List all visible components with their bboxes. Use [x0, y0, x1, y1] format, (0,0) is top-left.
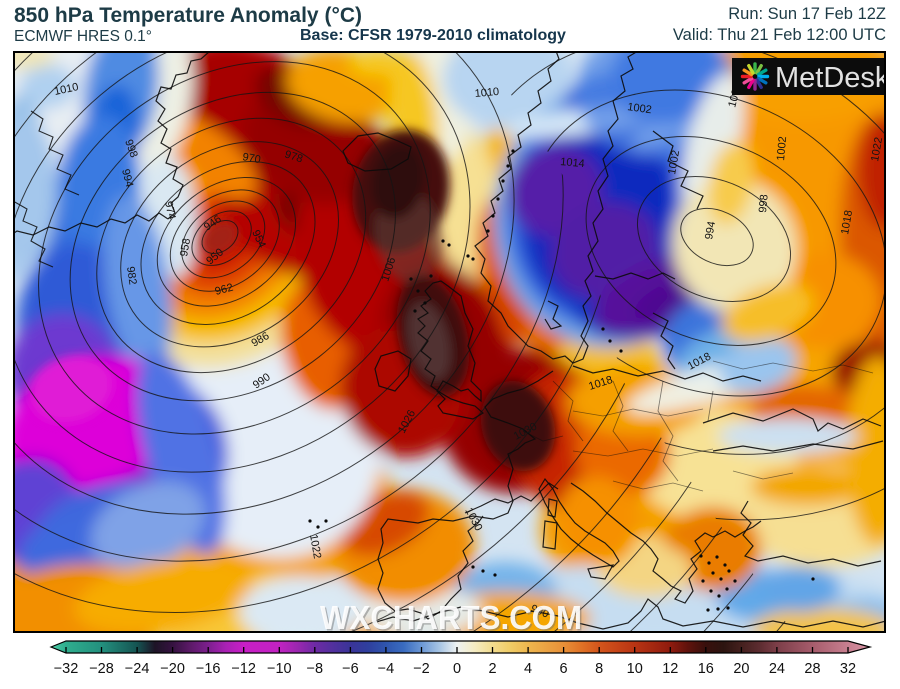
- svg-text:−32: −32: [54, 661, 79, 677]
- svg-text:16: 16: [698, 661, 714, 677]
- svg-text:998: 998: [757, 194, 771, 213]
- svg-text:1022: 1022: [307, 533, 323, 559]
- svg-text:MetDesk: MetDesk: [775, 62, 886, 94]
- svg-text:−4: −4: [378, 661, 395, 677]
- svg-text:−20: −20: [160, 661, 185, 677]
- svg-text:24: 24: [769, 661, 785, 677]
- svg-text:1010: 1010: [474, 86, 499, 100]
- svg-text:4: 4: [524, 661, 532, 677]
- svg-text:−16: −16: [196, 661, 221, 677]
- svg-text:32: 32: [840, 661, 856, 677]
- svg-text:−12: −12: [231, 661, 256, 677]
- svg-text:982: 982: [124, 266, 138, 286]
- svg-text:−24: −24: [125, 661, 150, 677]
- svg-text:28: 28: [804, 661, 820, 677]
- svg-text:8: 8: [595, 661, 603, 677]
- svg-text:−6: −6: [342, 661, 359, 677]
- svg-text:1010: 1010: [53, 81, 79, 98]
- svg-text:12: 12: [662, 661, 678, 677]
- svg-text:998: 998: [122, 138, 140, 159]
- svg-text:0: 0: [453, 661, 461, 677]
- svg-text:962: 962: [214, 282, 235, 298]
- svg-text:WXCHARTS.COM: WXCHARTS.COM: [322, 601, 584, 634]
- svg-text:2: 2: [488, 661, 496, 677]
- svg-text:994: 994: [119, 168, 135, 189]
- svg-text:−8: −8: [307, 661, 324, 677]
- svg-text:1014: 1014: [560, 156, 585, 170]
- svg-text:WXCHARTS.COM: WXCHARTS.COM: [320, 599, 582, 633]
- svg-text:1002: 1002: [666, 149, 682, 175]
- svg-text:1002: 1002: [627, 101, 653, 116]
- svg-text:6: 6: [560, 661, 568, 677]
- svg-text:1018: 1018: [839, 209, 855, 235]
- svg-text:974: 974: [162, 200, 178, 220]
- svg-text:1002: 1002: [775, 136, 789, 161]
- svg-text:970: 970: [241, 151, 261, 166]
- svg-text:−28: −28: [89, 661, 114, 677]
- svg-text:10: 10: [627, 661, 643, 677]
- svg-text:978: 978: [283, 148, 304, 165]
- svg-text:958: 958: [178, 237, 193, 257]
- svg-text:1022: 1022: [869, 136, 885, 162]
- svg-text:−10: −10: [267, 661, 292, 677]
- svg-text:20: 20: [733, 661, 749, 677]
- svg-text:−2: −2: [413, 661, 430, 677]
- svg-text:994: 994: [703, 220, 718, 240]
